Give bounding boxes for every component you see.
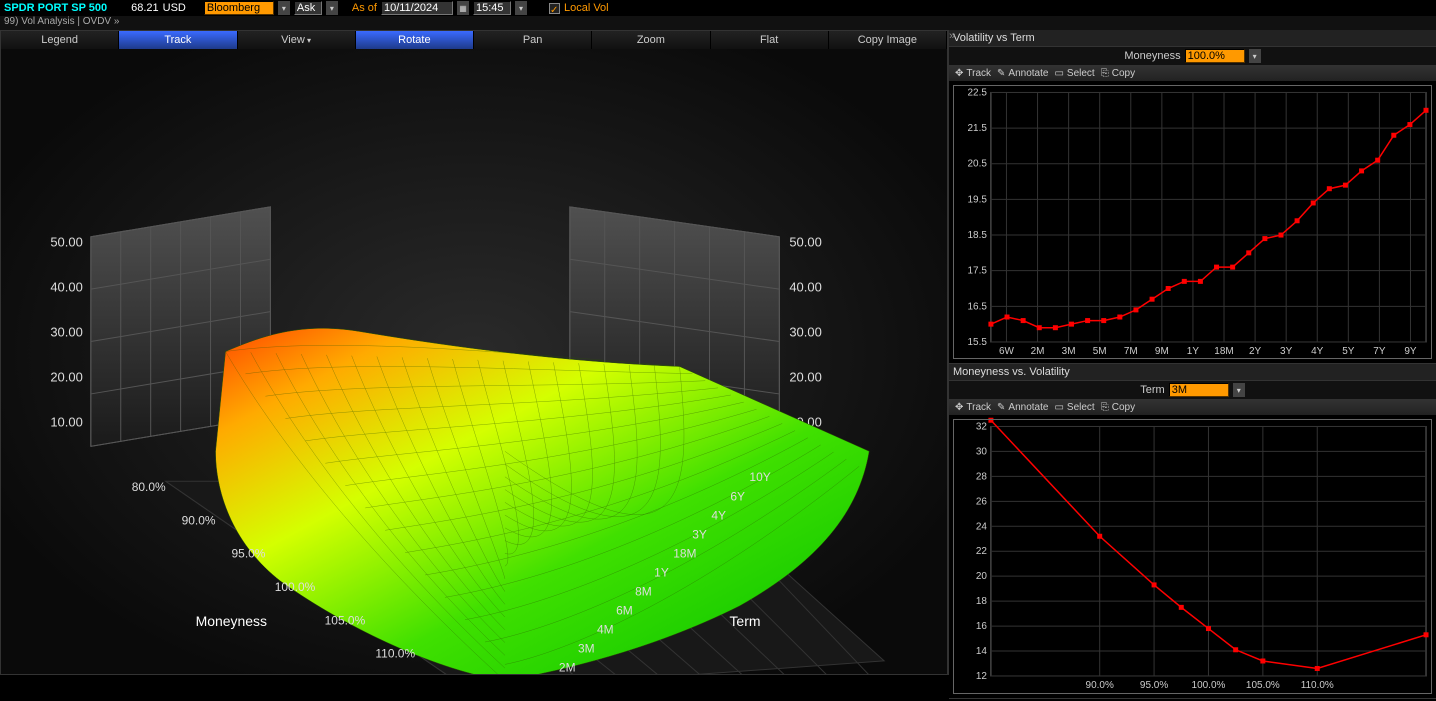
svg-text:8M: 8M <box>635 585 652 599</box>
asof-label: As of <box>352 2 377 14</box>
svg-text:3M: 3M <box>578 642 595 656</box>
svg-text:3Y: 3Y <box>692 527 707 541</box>
term-chart-controls: Moneyness ▾ <box>949 47 1436 65</box>
term-chart[interactable]: 15.516.517.518.519.520.521.522.56W2M3M5M… <box>949 81 1436 363</box>
chevron-down-icon[interactable]: ▾ <box>326 1 338 15</box>
moneyness-vs-vol-block: Moneyness vs. Volatility Term ▾ ✥ Track ✎… <box>949 364 1436 698</box>
select-tool[interactable]: ▭ Select <box>1054 68 1094 79</box>
svg-text:95.0%: 95.0% <box>232 547 266 561</box>
chart-title: Volatility vs Term <box>949 30 1436 47</box>
svg-text:4M: 4M <box>597 623 614 637</box>
toolbar-3d: LegendTrackViewRotatePanZoomFlatCopy Ima… <box>1 31 947 49</box>
pan-button[interactable]: Pan <box>474 31 592 49</box>
track-tool[interactable]: ✥ Track <box>955 402 991 413</box>
copy-icon: ⎘ <box>1101 68 1109 79</box>
copy-icon: ⎘ <box>1101 402 1109 413</box>
annotate-icon: ✎ <box>997 68 1005 79</box>
view-button[interactable]: View <box>238 31 356 49</box>
ticker-symbol[interactable]: SPDR PORT SP 500 <box>4 2 107 14</box>
copy-tool[interactable]: ⎘ Copy <box>1101 68 1135 79</box>
x-axis-label: Moneyness <box>196 613 267 629</box>
header-bar: SPDR PORT SP 500 68.21 USD ▾ ▾ As of ▦ ▾… <box>0 0 1436 16</box>
svg-text:20.00: 20.00 <box>50 369 82 384</box>
chart-toolbar: ✥ Track ✎ Annotate ▭ Select ⎘ Copy <box>949 399 1436 415</box>
chevron-down-icon[interactable]: ▾ <box>1233 383 1245 397</box>
breadcrumb[interactable]: 99) Vol Analysis | OVDV » <box>0 16 1436 30</box>
rotate-button[interactable]: Rotate <box>356 31 474 49</box>
svg-text:110.0%: 110.0% <box>375 647 415 661</box>
legend-button[interactable]: Legend <box>1 31 119 49</box>
chart-title: Moneyness vs. Volatility <box>949 364 1436 381</box>
svg-text:30.00: 30.00 <box>50 325 82 340</box>
side-dropdown[interactable] <box>294 1 322 15</box>
vol-surface-chart[interactable]: 50.00 40.00 30.00 20.00 10.00 50.00 40.00 30.0… <box>1 49 947 674</box>
annotate-tool[interactable]: ✎ Annotate <box>997 402 1048 413</box>
chevron-down-icon[interactable]: ▾ <box>1249 49 1261 63</box>
track-icon: ✥ <box>955 402 963 413</box>
svg-text:80.0%: 80.0% <box>132 480 166 494</box>
svg-text:18M: 18M <box>673 546 696 560</box>
asof-time-input[interactable] <box>473 1 511 15</box>
zoom-button[interactable]: Zoom <box>592 31 710 49</box>
svg-text:2M: 2M <box>559 661 576 674</box>
select-icon: ▭ <box>1054 402 1063 413</box>
asof-date-input[interactable] <box>381 1 453 15</box>
select-tool[interactable]: ▭ Select <box>1054 402 1094 413</box>
track-button[interactable]: Track <box>119 31 237 49</box>
track-icon: ✥ <box>955 68 963 79</box>
moneyness-input[interactable] <box>1185 49 1245 63</box>
date-picker-icon[interactable]: ▦ <box>457 1 469 15</box>
svg-text:40.00: 40.00 <box>789 280 821 295</box>
chevron-down-icon[interactable]: ▾ <box>278 1 290 15</box>
surface-panel: LegendTrackViewRotatePanZoomFlatCopy Ima… <box>0 30 948 675</box>
svg-text:30.00: 30.00 <box>789 325 821 340</box>
moneyness-chart-controls: Term ▾ <box>949 381 1436 399</box>
chart-toolbar: ✥ Track ✎ Annotate ▭ Select ⎘ Copy <box>949 65 1436 81</box>
localvol-checkbox[interactable] <box>549 3 560 14</box>
chevron-down-icon[interactable]: ▾ <box>515 1 527 15</box>
control-label: Moneyness <box>1124 50 1180 62</box>
svg-text:105.0%: 105.0% <box>325 613 366 627</box>
flat-button[interactable]: Flat <box>711 31 829 49</box>
moneyness-chart[interactable]: 121416182022242628303290.0%95.0%100.0%10… <box>949 415 1436 697</box>
track-tool[interactable]: ✥ Track <box>955 68 991 79</box>
select-icon: ▭ <box>1054 68 1063 79</box>
currency: USD <box>163 2 186 14</box>
svg-text:1Y: 1Y <box>654 566 669 580</box>
annotate-tool[interactable]: ✎ Annotate <box>997 68 1048 79</box>
y-axis-label: Term <box>729 613 760 629</box>
term-input[interactable] <box>1169 383 1229 397</box>
last-price: 68.21 <box>131 2 159 14</box>
svg-text:20.00: 20.00 <box>789 369 821 384</box>
svg-text:100.0%: 100.0% <box>275 580 316 594</box>
control-label: Term <box>1140 384 1164 396</box>
copy-image-button[interactable]: Copy Image <box>829 31 947 49</box>
right-panel: » Volatility vs Term Moneyness ▾ ✥ Track… <box>948 30 1436 675</box>
svg-text:90.0%: 90.0% <box>182 513 216 527</box>
svg-text:10.00: 10.00 <box>50 414 82 429</box>
svg-text:4Y: 4Y <box>711 508 726 522</box>
svg-text:50.00: 50.00 <box>789 235 821 250</box>
source-dropdown[interactable] <box>204 1 274 15</box>
annotate-icon: ✎ <box>997 402 1005 413</box>
svg-text:6Y: 6Y <box>730 489 745 503</box>
svg-text:40.00: 40.00 <box>50 280 82 295</box>
svg-text:6M: 6M <box>616 604 633 618</box>
svg-text:50.00: 50.00 <box>50 235 82 250</box>
svg-text:10Y: 10Y <box>749 470 770 484</box>
copy-tool[interactable]: ⎘ Copy <box>1101 402 1135 413</box>
localvol-label: Local Vol <box>564 2 609 14</box>
vol-vs-term-block: Volatility vs Term Moneyness ▾ ✥ Track ✎ … <box>949 30 1436 364</box>
